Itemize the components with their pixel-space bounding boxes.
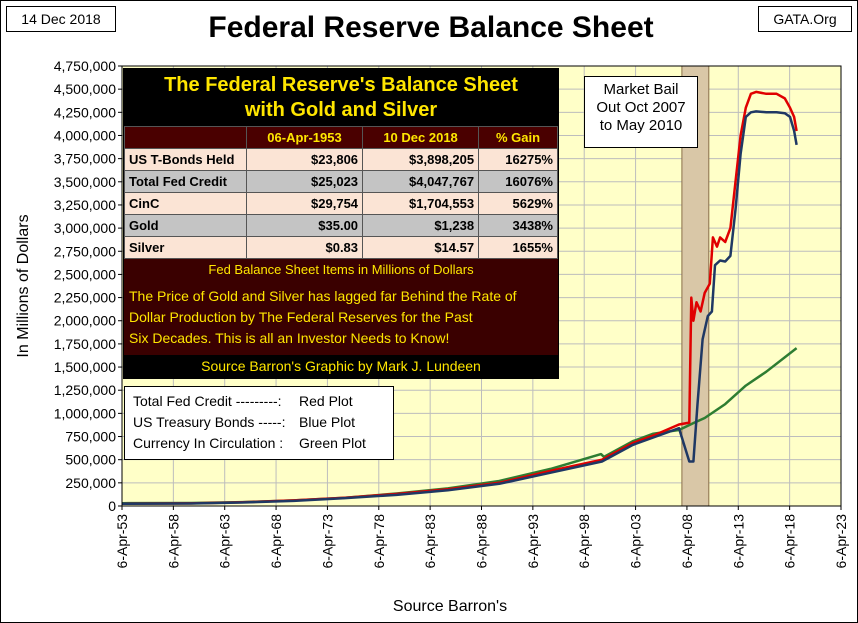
value-gain: 1655% (478, 236, 558, 259)
x-tick-label: 6-Apr-03 (628, 514, 644, 569)
y-axis-label: In Millions of Dollars (15, 214, 32, 357)
x-tick-label: 6-Apr-78 (371, 514, 387, 569)
chart-title: Federal Reserve Balance Sheet (208, 11, 654, 44)
value-gain: 16076% (478, 170, 558, 193)
x-tick-label: 6-Apr-18 (782, 514, 798, 569)
info-panel: The Federal Reserve's Balance Sheet with… (123, 68, 559, 379)
x-tick-label: 6-Apr-68 (268, 514, 284, 569)
value-gain: 16275% (478, 148, 558, 171)
table-header-1953: 06-Apr-1953 (245, 126, 364, 149)
y-tick-label: 3,500,000 (54, 174, 116, 190)
value-2018: $1,238 (362, 214, 480, 237)
legend-item-desc: Red Plot (299, 393, 353, 409)
series-lines (122, 90, 798, 506)
info-title-line2: with Gold and Silver (124, 98, 558, 126)
x-tick-label: 6-Apr-58 (165, 514, 181, 569)
x-tick-label: 6-Apr-53 (114, 514, 130, 569)
table-row: Silver $0.83 $14.57 1655% (124, 236, 558, 259)
value-1953: $35.00 (245, 214, 364, 237)
row-label: Total Fed Credit (124, 170, 247, 193)
series-line-us-treasury-bonds (122, 110, 798, 506)
x-axis-label: Source Barron's (393, 598, 507, 615)
legend-item-name: Total Fed Credit ---------: (133, 393, 282, 409)
legend-item: Total Fed Credit ---------: Red Plot (133, 391, 385, 412)
y-tick-label: 4,000,000 (54, 127, 116, 143)
y-tick-label: 3,000,000 (54, 220, 116, 236)
x-tick-label: 6-Apr-93 (525, 514, 541, 569)
paragraph-line: Six Decades. This is all an Investor Nee… (129, 330, 450, 346)
row-label: Silver (124, 236, 247, 259)
x-axis-ticks: 6-Apr-53 6-Apr-58 6-Apr-63 6-Apr-68 6-Apr-73… (114, 506, 849, 568)
x-tick-label: 6-Apr-98 (576, 514, 592, 569)
y-tick-label: 2,500,000 (54, 266, 116, 282)
paragraph-line: The Price of Gold and Silver has lagged … (129, 288, 517, 304)
value-2018: $14.57 (362, 236, 480, 259)
y-tick-label: 4,250,000 (54, 104, 116, 120)
value-2018: $3,898,205 (362, 148, 480, 171)
source-site-label: GATA.Org (758, 6, 852, 32)
legend-item: US Treasury Bonds -----: Blue Plot (133, 412, 385, 433)
x-tick-label: 6-Apr-63 (217, 514, 233, 569)
value-1953: $25,023 (245, 170, 364, 193)
info-title-line1: The Federal Reserve's Balance Sheet (124, 69, 558, 98)
legend-item-name: Currency In Circulation : (133, 435, 284, 451)
info-paragraph: The Price of Gold and Silver has lagged … (124, 280, 558, 355)
y-tick-label: 1,750,000 (54, 336, 116, 352)
legend-item-name: US Treasury Bonds -----: (133, 414, 286, 430)
y-tick-label: 4,500,000 (54, 81, 116, 97)
value-1953: $0.83 (245, 236, 364, 259)
x-tick-label: 6-Apr-08 (679, 514, 695, 569)
y-tick-label: 2,750,000 (54, 243, 116, 259)
row-label: US T-Bonds Held (124, 148, 247, 171)
comparison-table: 06-Apr-1953 10 Dec 2018 % Gain US T-Bond… (124, 126, 558, 259)
table-row: Gold $35.00 $1,238 3438% (124, 214, 558, 237)
row-label: Gold (124, 214, 247, 237)
info-note: Fed Balance Sheet Items in Millions of D… (124, 259, 558, 280)
x-tick-label: 6-Apr-73 (319, 514, 335, 569)
y-tick-label: 250,000 (65, 475, 116, 491)
y-tick-label: 3,750,000 (54, 151, 116, 167)
x-tick-label: 6-Apr-13 (730, 514, 746, 569)
table-header-row: 06-Apr-1953 10 Dec 2018 % Gain (124, 126, 558, 149)
value-2018: $4,047,767 (362, 170, 480, 193)
x-tick-label: 6-Apr-23 (833, 514, 849, 569)
legend-item-desc: Green Plot (299, 435, 366, 451)
table-row: US T-Bonds Held $23,806 $3,898,205 16275… (124, 148, 558, 171)
table-header-empty (124, 126, 247, 149)
date-label: 14 Dec 2018 (6, 6, 116, 32)
y-tick-label: 3,250,000 (54, 197, 116, 213)
info-source: Source Barron's Graphic by Mark J. Lunde… (124, 355, 558, 378)
y-tick-label: 0 (108, 498, 116, 514)
paragraph-line: Dollar Production by The Federal Reserve… (129, 309, 473, 325)
table-row: Total Fed Credit $25,023 $4,047,767 1607… (124, 170, 558, 193)
value-1953: $29,754 (245, 192, 364, 215)
y-tick-label: 500,000 (65, 452, 116, 468)
legend: Total Fed Credit ---------: Red Plot US … (124, 386, 394, 460)
y-tick-label: 2,250,000 (54, 290, 116, 306)
table-header-2018: 10 Dec 2018 (362, 126, 480, 149)
value-gain: 3438% (478, 214, 558, 237)
legend-item: Currency In Circulation : Green Plot (133, 433, 385, 454)
table-header-gain: % Gain (478, 126, 558, 149)
y-tick-label: 2,000,000 (54, 313, 116, 329)
row-label: CinC (124, 192, 247, 215)
market-bailout-annotation: Market Bail Out Oct 2007 to May 2010 (584, 76, 698, 148)
value-gain: 5629% (478, 192, 558, 215)
legend-item-desc: Blue Plot (299, 414, 356, 430)
x-tick-label: 6-Apr-83 (422, 514, 438, 569)
y-tick-label: 1,500,000 (54, 359, 116, 375)
y-tick-label: 4,750,000 (54, 58, 116, 74)
value-1953: $23,806 (245, 148, 364, 171)
y-axis-ticks: 0 250,000 500,000 750,000 1,000,000 1,250,000… (54, 58, 122, 514)
y-tick-label: 1,000,000 (54, 405, 116, 421)
table-row: CinC $29,754 $1,704,553 5629% (124, 192, 558, 215)
y-tick-label: 750,000 (65, 429, 116, 445)
value-2018: $1,704,553 (362, 192, 480, 215)
y-tick-label: 1,250,000 (54, 382, 116, 398)
x-tick-label: 6-Apr-88 (474, 514, 490, 569)
